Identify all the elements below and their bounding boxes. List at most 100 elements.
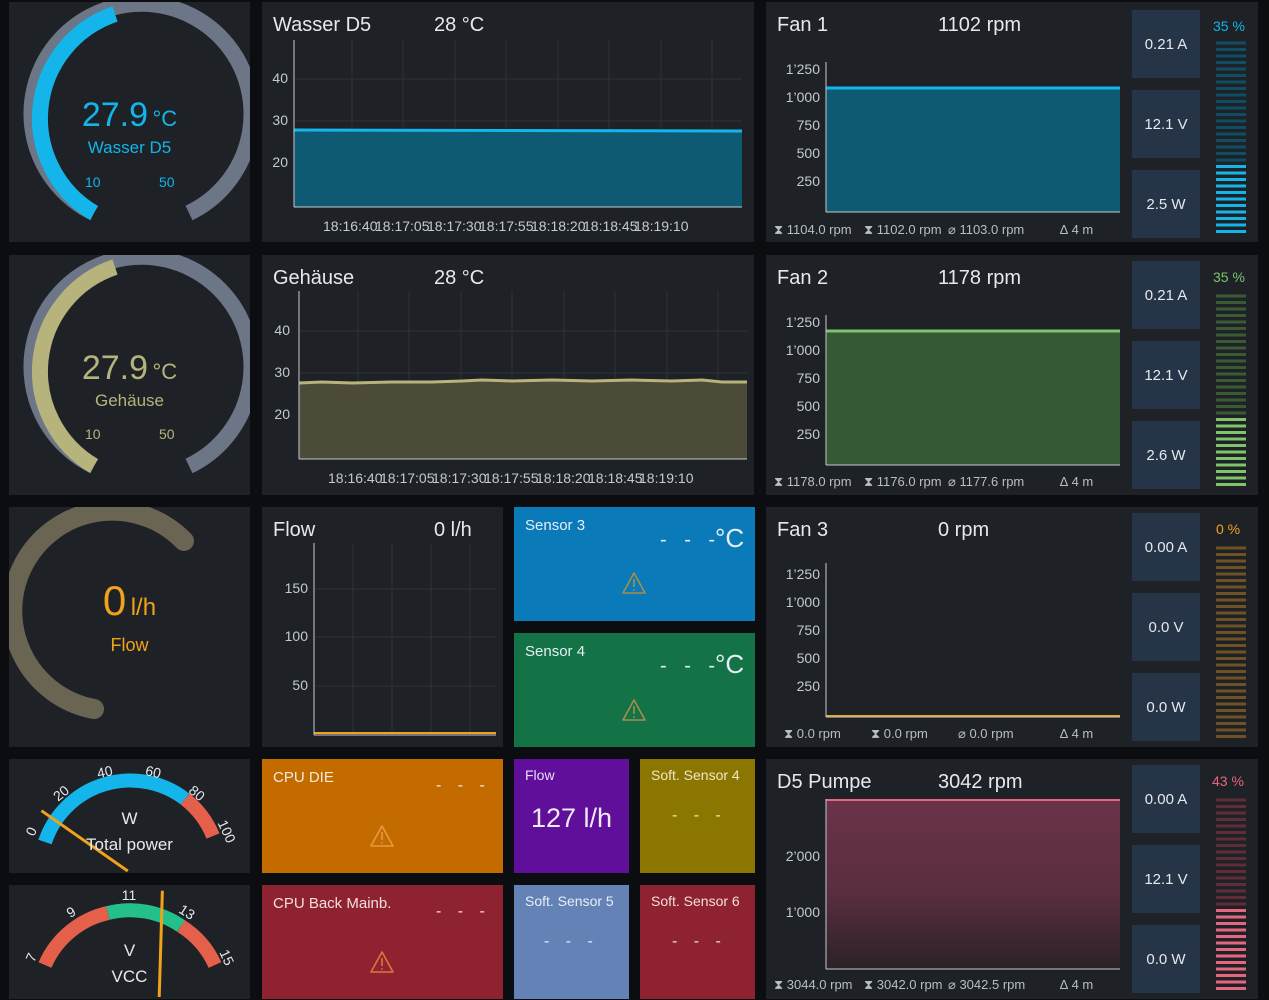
sensor-tile-flow[interactable]: Flow 127 l/h: [514, 759, 629, 873]
dial-label: Total power: [86, 835, 173, 854]
y-tick: 250: [796, 678, 820, 694]
fan-chart-2: [825, 315, 1120, 466]
gauge-tile-wasser[interactable]: 27.9 °C Wasser D5 10 50: [9, 2, 250, 242]
stat-max: 3044.0 rpm: [786, 977, 853, 992]
fan-title: Fan 3: [777, 519, 829, 541]
dial-tick-label: 13: [176, 901, 198, 923]
sensor-tile-soft5[interactable]: Soft. Sensor 5 - - -: [514, 885, 629, 999]
x-tick: 18:18:45: [588, 470, 643, 486]
gauge-ring: [23, 255, 250, 474]
stat-span: 4 m: [1071, 726, 1094, 741]
level-segment: [1216, 210, 1246, 214]
sensor-tile-soft4[interactable]: Soft. Sensor 4 - - -: [640, 759, 755, 873]
gauge-label: Gehäuse: [95, 391, 164, 410]
voltage-box: 12.1 V: [1132, 90, 1200, 158]
level-segment: [1216, 158, 1246, 162]
timespan-icon: ∆: [1060, 474, 1072, 489]
sensor-tile-soft6[interactable]: Soft. Sensor 6 - - -: [640, 885, 755, 999]
stat-min: 3042.0 rpm: [876, 977, 943, 992]
level-segment: [1216, 171, 1246, 175]
gauge-ring: [23, 2, 250, 221]
level-segment: [1216, 837, 1246, 841]
gauge-tile-gehaeuse[interactable]: 27.9 °C Gehäuse 10 50: [9, 255, 250, 495]
level-bar: [1216, 294, 1246, 486]
chart-tile-flow[interactable]: Flow 0 l/h 150 100 50: [262, 507, 503, 747]
level-segment: [1216, 392, 1246, 395]
sensor-tile-cpu-die[interactable]: CPU DIE - - -: [262, 759, 503, 873]
level-segment: [1216, 139, 1246, 142]
min-icon: ⧗: [871, 726, 884, 741]
level-segment: [1216, 670, 1246, 673]
sensor-name: Soft. Sensor 6: [651, 893, 740, 909]
sensor-tile-4[interactable]: Sensor 4 - - - °C: [514, 633, 755, 747]
dial-tile-vcc[interactable]: 7 9 11 13 15 V VCC: [9, 885, 250, 999]
gauge-unit: °C: [152, 359, 178, 384]
y-tick: 30: [274, 364, 290, 380]
y-tick: 40: [272, 70, 288, 86]
level-segment: [1216, 93, 1246, 97]
x-tick: 18:18:20: [536, 470, 591, 486]
level-segment: [1216, 709, 1246, 712]
level-segment: [1216, 650, 1246, 654]
avg-icon: ⌀: [948, 222, 960, 237]
level-segment: [1216, 353, 1246, 356]
dial-tick-label: 9: [63, 903, 78, 921]
level-segment: [1216, 605, 1246, 608]
fan-tile-2[interactable]: Fan 2 1178 rpm 1’250 1’000 750 500 250 ⧗…: [766, 255, 1258, 495]
y-tick: 100: [284, 628, 308, 644]
level-segment: [1216, 644, 1246, 647]
chart-title: Gehäuse: [273, 267, 355, 289]
level-segment: [1216, 805, 1246, 808]
gauge-value: 0: [102, 577, 127, 624]
level-segment: [1216, 935, 1246, 938]
level-segment: [1216, 333, 1246, 337]
fan-tile-1[interactable]: Fan 1 1102 rpm 1’250 1’000 750 500 250 ⧗…: [766, 2, 1258, 242]
fan-tile-3[interactable]: Fan 3 0 rpm 1’250 1’000 750 500 250 ⧗ 0.…: [766, 507, 1258, 747]
warning-icon: [622, 699, 646, 721]
x-tick: 18:18:20: [531, 218, 586, 234]
power-box: 2.5 W: [1132, 170, 1200, 238]
chart-reading: 0 l/h: [434, 519, 472, 541]
level-segment: [1216, 314, 1246, 317]
min-icon: ⧗: [864, 977, 877, 992]
level-segment: [1216, 191, 1246, 194]
level-segment: [1216, 405, 1246, 408]
y-tick: 20: [274, 406, 290, 422]
level-segment: [1216, 818, 1246, 821]
y-tick: 1’000: [785, 342, 820, 358]
level-segment: [1216, 74, 1246, 77]
chart-reading: 28 °C: [434, 267, 485, 289]
level-segment: [1216, 450, 1246, 454]
gauge-ring: [9, 507, 194, 719]
level-segment: [1216, 145, 1246, 149]
dial-needle: [157, 890, 164, 998]
flow-chart: [313, 543, 496, 736]
level-segment: [1216, 715, 1246, 719]
chart-tile-wasser[interactable]: Wasser D5 28 °C 40 30 20 18:16:40 18:17:…: [262, 2, 754, 242]
percent-label: 43 %: [1212, 773, 1244, 789]
y-tick: 30: [272, 112, 288, 128]
level-segment: [1216, 572, 1246, 576]
chart-tile-gehaeuse[interactable]: Gehäuse 28 °C 40 30 20 18:16:40 18:17:05…: [262, 255, 754, 495]
fan-tile-pump[interactable]: D5 Pumpe 3042 rpm 2’000 1’000 ⧗ 3044.0 r…: [766, 759, 1258, 999]
fan-chart-1: [825, 62, 1120, 213]
voltage-box: 12.1 V: [1132, 341, 1200, 409]
sensor-name: Sensor 4: [525, 643, 586, 660]
max-icon: ⧗: [774, 977, 787, 992]
fan-reading: 1102 rpm: [938, 14, 1022, 36]
dial-tile-power[interactable]: 0 20 40 60 80 100 W Total power: [9, 759, 250, 873]
sensor-tile-cpu-back[interactable]: CPU Back Mainb. - - -: [262, 885, 503, 999]
sensor-value: - - -: [672, 933, 727, 950]
dial-tick-label: 60: [144, 762, 163, 781]
stat-span: 4 m: [1071, 222, 1094, 237]
power-box: 2.6 W: [1132, 421, 1200, 489]
level-segment: [1216, 618, 1246, 621]
y-tick: 1’000: [785, 89, 820, 105]
y-tick: 750: [796, 622, 820, 638]
level-segment: [1216, 431, 1246, 434]
level-segment: [1216, 909, 1246, 912]
level-segment: [1216, 980, 1246, 984]
level-segment: [1216, 444, 1246, 447]
gauge-tile-flow[interactable]: 0 l/h Flow: [9, 507, 250, 747]
sensor-tile-3[interactable]: Sensor 3 - - - °C: [514, 507, 755, 621]
